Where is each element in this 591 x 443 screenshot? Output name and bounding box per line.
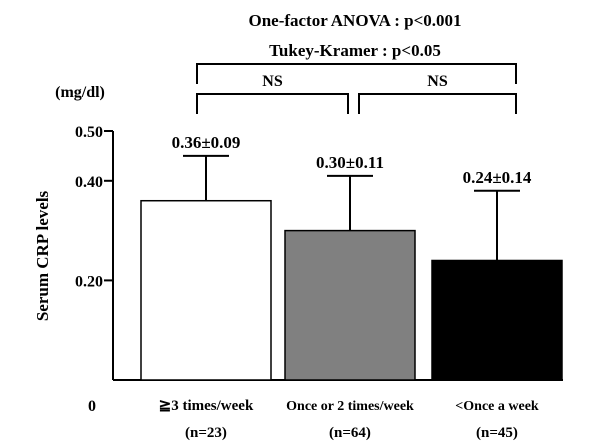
n-label: (n=64) xyxy=(329,425,371,441)
data-label: 0.24±0.14 xyxy=(463,168,532,187)
y-tick-label: 0 xyxy=(88,398,96,415)
anova-annotation: One-factor ANOVA : p<0.001 xyxy=(248,11,461,30)
comparison-bracket xyxy=(358,93,517,114)
data-label: 0.30±0.11 xyxy=(316,153,384,172)
bar xyxy=(284,229,416,381)
comparison-bracket xyxy=(196,93,349,114)
category-label: Once or 2 times/week xyxy=(286,399,414,414)
n-label: (n=23) xyxy=(185,425,227,441)
bar xyxy=(140,199,272,381)
category-label: ≧3 times/week xyxy=(159,398,254,414)
data-label: 0.36±0.09 xyxy=(172,133,241,152)
y-tick-label: 0.50 xyxy=(75,124,103,141)
y-unit-label: (mg/dl) xyxy=(55,84,105,101)
n-label: (n=45) xyxy=(476,425,518,441)
comparison-label: NS xyxy=(427,73,448,90)
bar xyxy=(431,259,563,381)
comparison-label: NS xyxy=(262,73,283,90)
y-tick-label: 0.40 xyxy=(75,174,103,191)
tukey-bracket xyxy=(196,63,517,84)
y-axis-title: Serum CRP levels xyxy=(33,190,52,321)
y-tick-label: 0.20 xyxy=(75,273,103,290)
category-label: <Once a week xyxy=(455,399,539,414)
tukey-annotation: Tukey-Kramer : p<0.05 xyxy=(269,41,441,60)
